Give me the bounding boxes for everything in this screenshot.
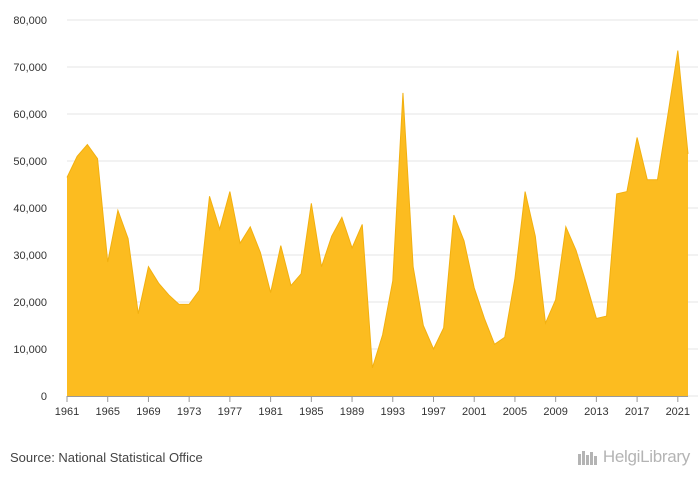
x-tick-label: 2021 bbox=[666, 406, 690, 418]
x-tick-label: 2005 bbox=[503, 406, 527, 418]
y-tick-label: 50,000 bbox=[13, 156, 47, 168]
x-tick-label: 1993 bbox=[381, 406, 405, 418]
x-tick-label: 2001 bbox=[462, 406, 486, 418]
y-tick-label: 40,000 bbox=[13, 203, 47, 215]
x-tick-label: 1981 bbox=[258, 406, 282, 418]
area-chart: 0 10,000 20,000 30,000 40,000 50,000 60,000 70,… bbox=[13, 15, 698, 418]
x-tick-label: 2009 bbox=[543, 406, 567, 418]
chart-footer: Source: National Statistical Office Helg… bbox=[0, 440, 700, 483]
y-axis-tick-labels: 0 10,000 20,000 30,000 40,000 50,000 60,000 70,… bbox=[13, 15, 47, 403]
x-tick-label: 1985 bbox=[299, 406, 323, 418]
x-tick-label: 2013 bbox=[584, 406, 608, 418]
x-tick-label: 1969 bbox=[136, 406, 160, 418]
x-tick-label: 1977 bbox=[218, 406, 242, 418]
y-tick-label: 60,000 bbox=[13, 109, 47, 121]
x-tick-label: 1961 bbox=[55, 406, 79, 418]
source-text: Source: National Statistical Office bbox=[10, 450, 203, 465]
y-tick-label: 10,000 bbox=[13, 344, 47, 356]
y-tick-label: 0 bbox=[41, 391, 47, 403]
x-tick-label: 1989 bbox=[340, 406, 364, 418]
x-tick-label: 2017 bbox=[625, 406, 649, 418]
series-line bbox=[66, 50, 689, 368]
y-tick-label: 70,000 bbox=[13, 62, 47, 74]
x-tick-label: 1965 bbox=[95, 406, 119, 418]
helgilibrary-logo: HelgiLibrary bbox=[577, 447, 690, 467]
y-tick-label: 20,000 bbox=[13, 297, 47, 309]
y-tick-label: 80,000 bbox=[13, 15, 47, 27]
x-tick-label: 1997 bbox=[421, 406, 445, 418]
x-tick-label: 1973 bbox=[177, 406, 201, 418]
y-tick-label: 30,000 bbox=[13, 250, 47, 262]
series-area bbox=[67, 50, 688, 397]
library-icon bbox=[577, 451, 597, 465]
x-axis-tick-labels: 1961 1965 1969 1973 1977 1981 1985 1989 1993 1997… bbox=[55, 396, 690, 418]
logo-text: HelgiLibrary bbox=[602, 447, 690, 466]
